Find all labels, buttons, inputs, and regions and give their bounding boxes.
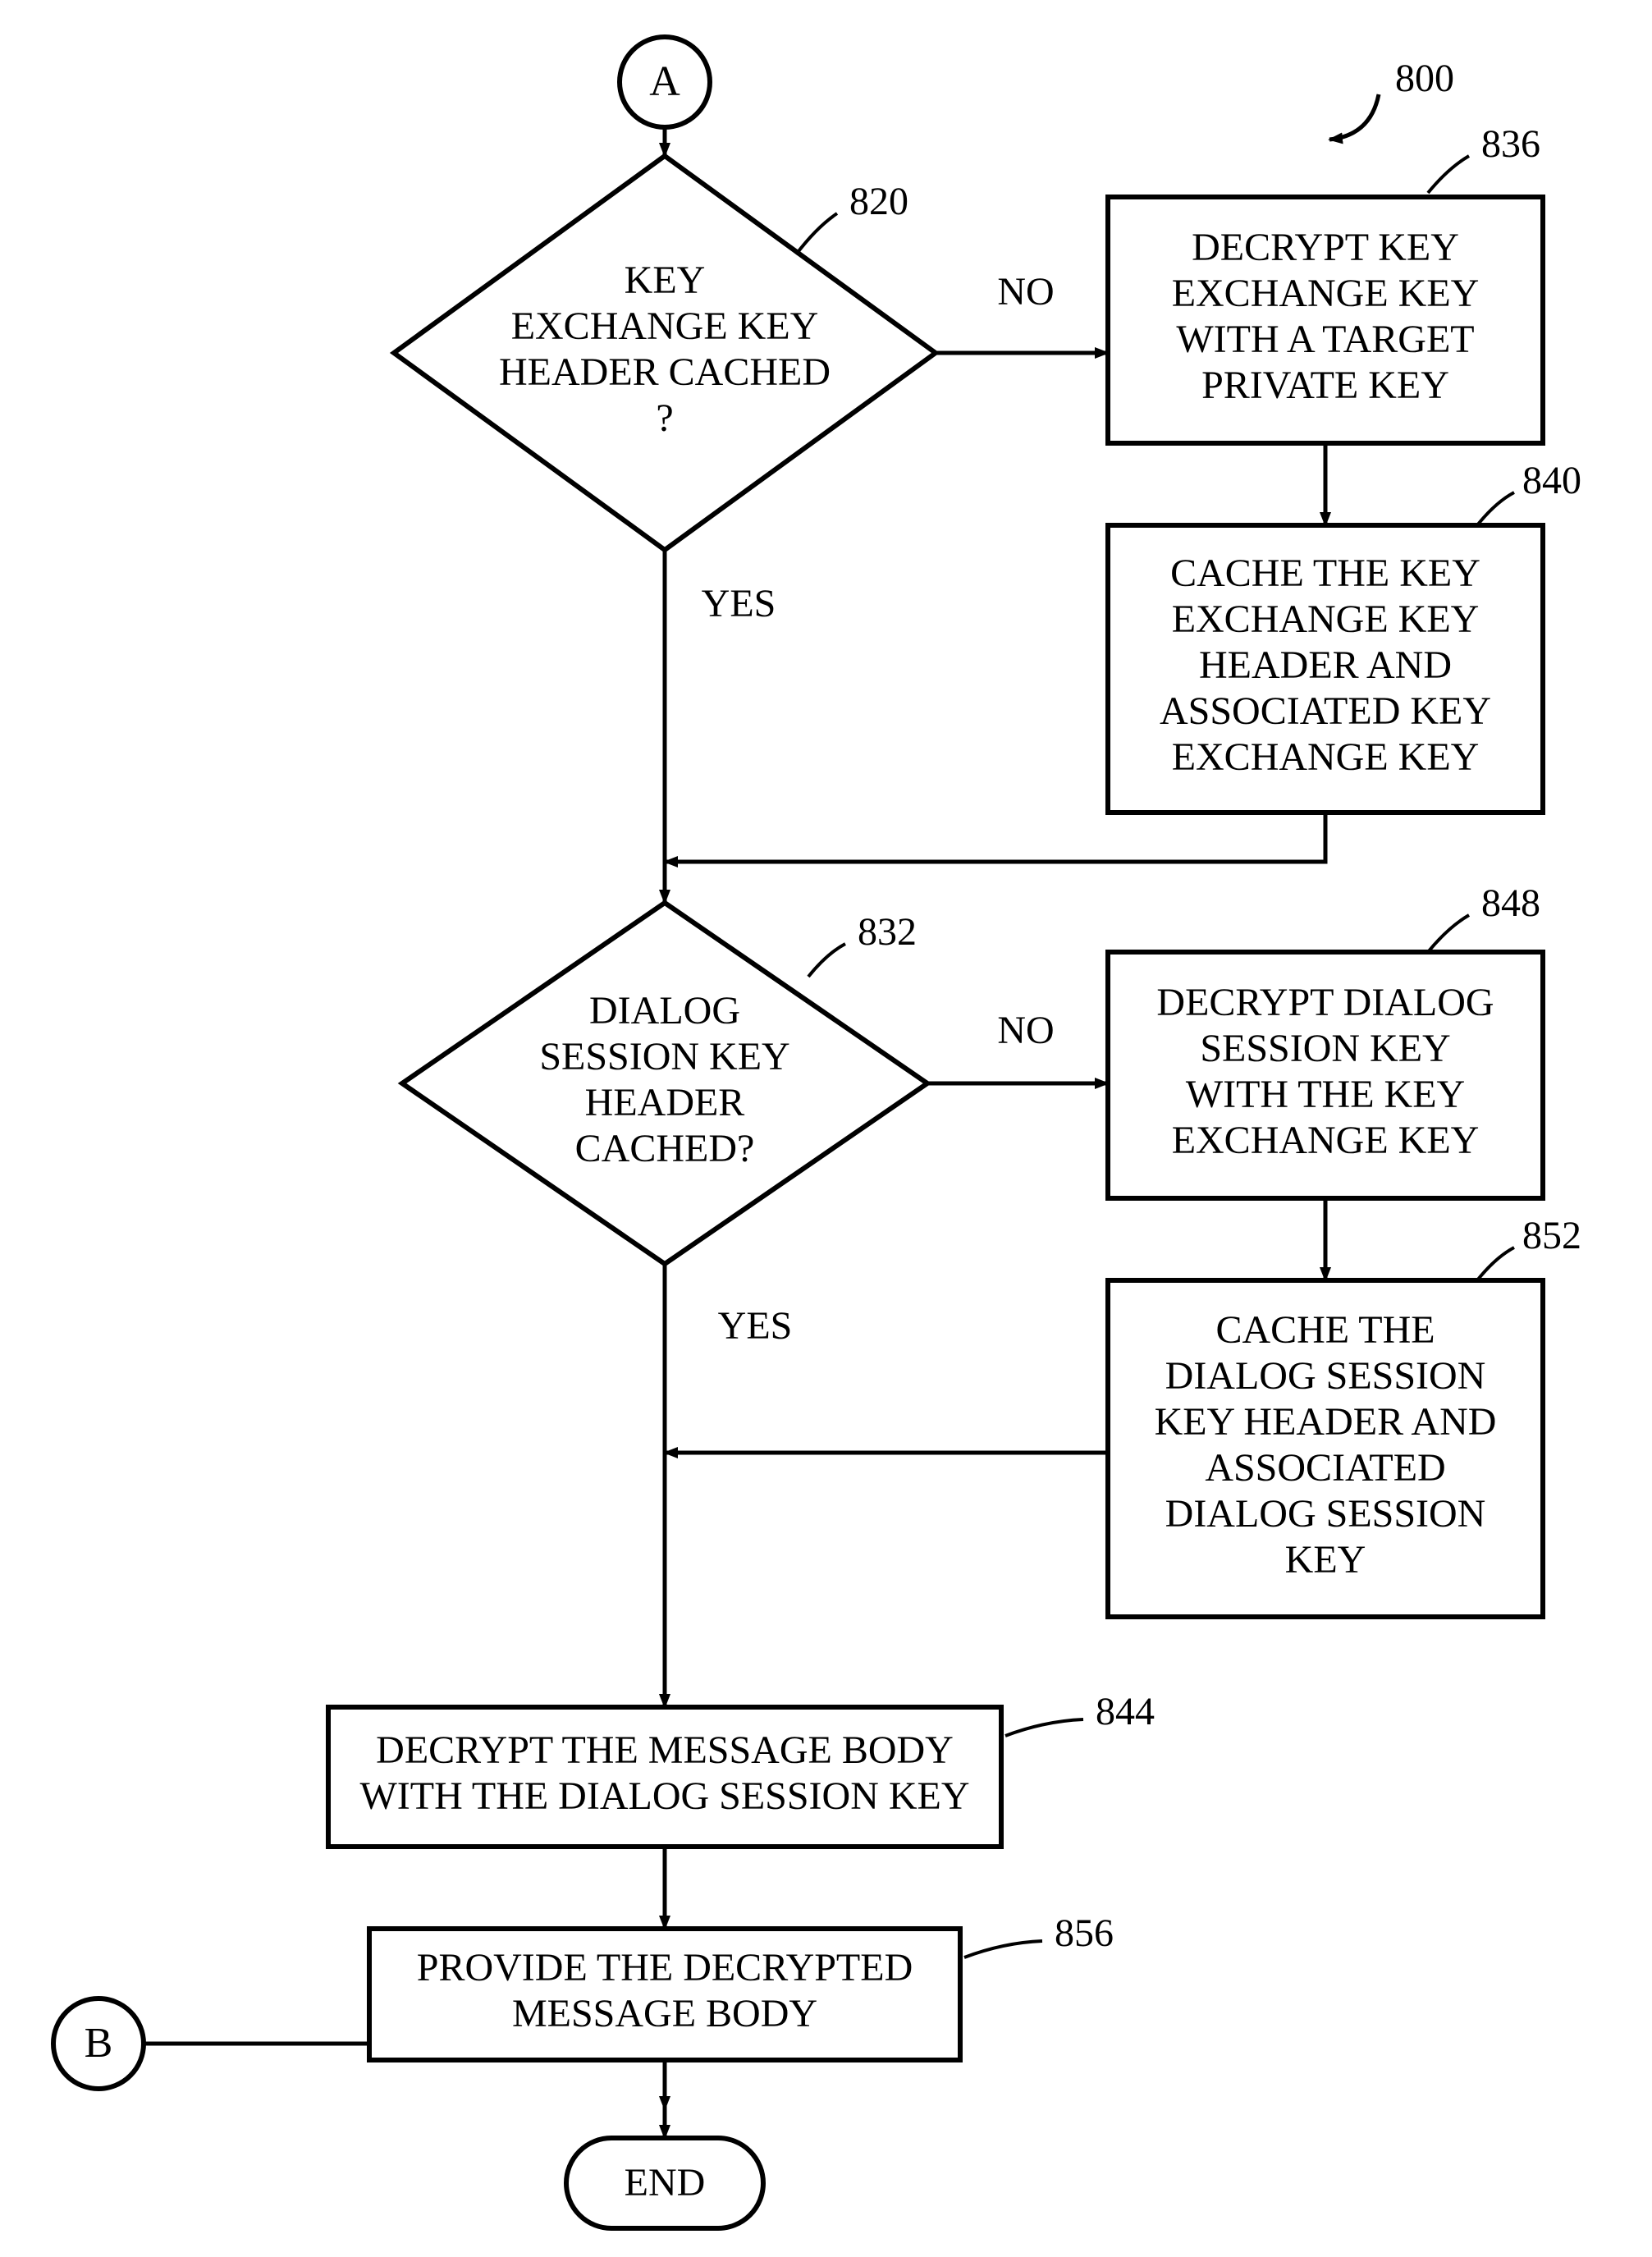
svg-text:844: 844 bbox=[1096, 1690, 1155, 1733]
svg-text:856: 856 bbox=[1055, 1911, 1114, 1955]
node-p836: DECRYPT KEYEXCHANGE KEYWITH A TARGETPRIV… bbox=[1108, 197, 1543, 443]
connector-a: A bbox=[620, 37, 710, 127]
svg-text:PRIVATE KEY: PRIVATE KEY bbox=[1201, 364, 1449, 407]
ref-leader-840 bbox=[1477, 492, 1514, 525]
svg-text:WITH A TARGET: WITH A TARGET bbox=[1176, 318, 1474, 361]
svg-text:820: 820 bbox=[849, 180, 908, 223]
svg-text:DIALOG SESSION: DIALOG SESSION bbox=[1165, 1354, 1486, 1398]
svg-text:B: B bbox=[85, 2020, 113, 2067]
svg-text:EXCHANGE KEY: EXCHANGE KEY bbox=[1172, 597, 1480, 641]
svg-text:HEADER AND: HEADER AND bbox=[1199, 643, 1452, 687]
svg-text:EXCHANGE KEY: EXCHANGE KEY bbox=[511, 304, 819, 348]
svg-text:YES: YES bbox=[702, 582, 776, 625]
svg-text:KEY HEADER AND: KEY HEADER AND bbox=[1155, 1400, 1497, 1444]
ref-leader-844 bbox=[1005, 1719, 1083, 1736]
svg-text:NO: NO bbox=[997, 1009, 1054, 1052]
svg-text:DIALOG SESSION: DIALOG SESSION bbox=[1165, 1492, 1486, 1536]
svg-text:YES: YES bbox=[718, 1304, 793, 1348]
svg-text:DECRYPT KEY: DECRYPT KEY bbox=[1192, 226, 1459, 269]
flowchart-canvas: ABKEYEXCHANGE KEYHEADER CACHED?DECRYPT K… bbox=[0, 0, 1652, 2257]
svg-text:PROVIDE THE DECRYPTED: PROVIDE THE DECRYPTED bbox=[417, 1946, 913, 1989]
svg-text:SESSION KEY: SESSION KEY bbox=[539, 1035, 789, 1078]
svg-text:DECRYPT DIALOG: DECRYPT DIALOG bbox=[1156, 981, 1494, 1024]
node-d832: DIALOGSESSION KEYHEADERCACHED? bbox=[402, 903, 927, 1264]
svg-text:852: 852 bbox=[1522, 1214, 1581, 1257]
svg-text:NO: NO bbox=[997, 270, 1054, 314]
node-p848: DECRYPT DIALOGSESSION KEYWITH THE KEYEXC… bbox=[1108, 952, 1543, 1198]
svg-text:832: 832 bbox=[858, 910, 917, 954]
svg-text:KEY: KEY bbox=[625, 259, 706, 302]
node-p844: DECRYPT THE MESSAGE BODYWITH THE DIALOG … bbox=[328, 1707, 1001, 1847]
node-p856: PROVIDE THE DECRYPTEDMESSAGE BODY bbox=[369, 1929, 960, 2060]
nodes-layer: ABKEYEXCHANGE KEYHEADER CACHED?DECRYPT K… bbox=[53, 37, 1543, 2228]
node-p852: CACHE THEDIALOG SESSIONKEY HEADER ANDASS… bbox=[1108, 1280, 1543, 1617]
svg-text:836: 836 bbox=[1481, 122, 1540, 166]
svg-text:A: A bbox=[649, 58, 680, 105]
svg-text:DECRYPT THE MESSAGE BODY: DECRYPT THE MESSAGE BODY bbox=[376, 1728, 954, 1772]
svg-text:848: 848 bbox=[1481, 881, 1540, 925]
ref-leader-852 bbox=[1477, 1248, 1514, 1280]
svg-text:800: 800 bbox=[1395, 57, 1454, 100]
svg-text:EXCHANGE KEY: EXCHANGE KEY bbox=[1172, 272, 1480, 315]
ref-leader-856 bbox=[964, 1941, 1042, 1957]
ref-leader-820 bbox=[796, 213, 837, 254]
svg-text:MESSAGE BODY: MESSAGE BODY bbox=[512, 1992, 817, 2035]
svg-text:CACHE THE KEY: CACHE THE KEY bbox=[1170, 552, 1480, 595]
ref-leader-848 bbox=[1428, 915, 1469, 952]
svg-text:840: 840 bbox=[1522, 459, 1581, 502]
svg-text:WITH THE DIALOG SESSION KEY: WITH THE DIALOG SESSION KEY bbox=[359, 1774, 969, 1818]
connector-b: B bbox=[53, 1998, 144, 2089]
svg-text:CACHE THE: CACHE THE bbox=[1215, 1308, 1435, 1352]
ref-leader-832 bbox=[808, 944, 845, 977]
ref-leader-800 bbox=[1329, 94, 1379, 140]
ref-leader-836 bbox=[1428, 156, 1469, 193]
svg-text:?: ? bbox=[656, 396, 673, 440]
svg-text:EXCHANGE KEY: EXCHANGE KEY bbox=[1172, 735, 1480, 779]
svg-text:EXCHANGE KEY: EXCHANGE KEY bbox=[1172, 1119, 1480, 1162]
node-end: END bbox=[566, 2138, 763, 2228]
edge-3 bbox=[665, 813, 1325, 862]
node-p840: CACHE THE KEYEXCHANGE KEYHEADER ANDASSOC… bbox=[1108, 525, 1543, 813]
svg-text:HEADER: HEADER bbox=[585, 1081, 745, 1124]
svg-text:HEADER CACHED: HEADER CACHED bbox=[499, 350, 831, 394]
svg-text:ASSOCIATED KEY: ASSOCIATED KEY bbox=[1160, 689, 1491, 733]
svg-text:KEY: KEY bbox=[1285, 1538, 1366, 1582]
svg-text:ASSOCIATED: ASSOCIATED bbox=[1205, 1446, 1445, 1490]
svg-text:CACHED?: CACHED? bbox=[575, 1127, 755, 1170]
svg-text:SESSION KEY: SESSION KEY bbox=[1200, 1027, 1450, 1070]
svg-text:END: END bbox=[625, 2161, 706, 2204]
svg-text:WITH THE KEY: WITH THE KEY bbox=[1186, 1073, 1465, 1116]
svg-text:DIALOG: DIALOG bbox=[589, 989, 740, 1032]
